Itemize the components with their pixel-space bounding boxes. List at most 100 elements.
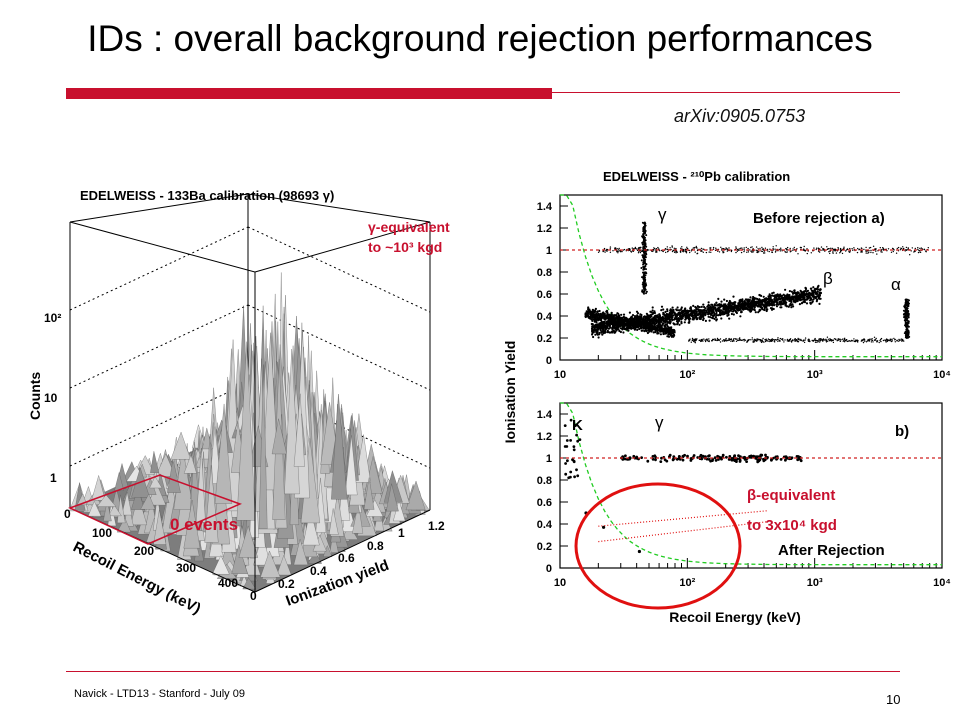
surface-event: [789, 340, 791, 342]
surface-event: [832, 341, 835, 344]
x-tick-label: 10: [554, 577, 566, 589]
surface-event: [800, 338, 802, 341]
beta-event: [800, 292, 803, 295]
y-tick-label: 0.2: [537, 333, 552, 345]
beta-event: [646, 315, 649, 318]
surface-event: [826, 340, 829, 342]
beta-event: [718, 306, 721, 309]
gamma-event: [761, 248, 764, 250]
gamma-event: [784, 458, 787, 462]
y-tick-label: 0: [546, 563, 552, 575]
beta-event: [725, 308, 728, 312]
low-energy-event: [658, 322, 661, 325]
surface-event: [716, 339, 718, 342]
surface-event: [792, 339, 794, 342]
beta-event: [717, 314, 720, 317]
gamma-event: [606, 248, 609, 251]
gamma-line-event: [644, 222, 647, 225]
low-energy-event: [606, 311, 609, 314]
panel-b-label: b): [895, 423, 909, 440]
beta-event: [721, 311, 724, 314]
gamma-event: [803, 248, 805, 250]
surface-event: [819, 341, 821, 343]
low-energy-event: [642, 327, 645, 330]
beta-event: [816, 290, 819, 293]
beta-event: [628, 311, 631, 314]
gamma-event: [785, 248, 788, 250]
gamma-event: [890, 251, 893, 253]
gamma-event: [841, 252, 844, 255]
beta-event: [653, 310, 656, 313]
gamma-event: [865, 246, 867, 249]
k-event: [575, 433, 578, 437]
beta-event: [747, 306, 750, 309]
low-energy-event: [587, 308, 590, 311]
gamma-event: [666, 246, 668, 248]
gamma-line-event: [640, 267, 643, 269]
low-energy-event: [630, 315, 633, 319]
surface-event: [787, 339, 789, 342]
gamma-event: [597, 251, 600, 253]
gamma-event: [861, 247, 863, 250]
beta-event: [670, 316, 674, 319]
surface-event: [759, 340, 761, 342]
gamma-label-a: γ: [658, 205, 667, 224]
gamma-event: [918, 249, 920, 252]
beta-equivalent-line2: to 3x10⁴ kgd: [747, 517, 837, 534]
gamma-event: [911, 247, 913, 249]
low-energy-event: [648, 330, 651, 333]
beta-event: [782, 298, 785, 302]
beta-event: [718, 308, 721, 311]
surface-event: [841, 338, 844, 340]
beta-event: [666, 321, 669, 324]
gamma-event: [848, 251, 850, 253]
beta-event: [783, 296, 786, 299]
beta-event: [792, 299, 796, 302]
beta-event: [749, 304, 752, 307]
low-energy-event: [613, 317, 616, 320]
gamma-line-event: [641, 235, 644, 238]
gamma-event: [710, 251, 712, 253]
beta-event: [703, 305, 706, 309]
gamma-event: [733, 454, 737, 458]
beta-event: [698, 316, 701, 319]
gamma-event: [768, 250, 770, 253]
gamma-event: [891, 247, 894, 250]
beta-event: [723, 298, 726, 301]
low-energy-event: [596, 310, 599, 313]
surface-event: [730, 340, 732, 342]
gamma-event: [738, 248, 740, 250]
gamma-event: [690, 250, 692, 252]
gamma-event: [727, 458, 731, 461]
k-event: [565, 439, 569, 442]
low-energy-event: [591, 319, 594, 322]
beta-event: [600, 326, 604, 329]
beta-label-a: β: [823, 269, 833, 288]
beta-event: [760, 301, 763, 304]
gamma-event: [927, 247, 929, 249]
surface-event: [735, 340, 738, 342]
beta-event: [816, 298, 819, 301]
beta-event: [720, 309, 723, 312]
surface-event: [706, 338, 708, 340]
gamma-event: [642, 247, 644, 249]
beta-event: [677, 317, 680, 320]
beta-event: [684, 307, 687, 310]
beta-event: [818, 302, 821, 305]
beta-event: [775, 305, 779, 308]
beta-event: [758, 293, 761, 297]
surface-event: [765, 338, 767, 340]
low-energy-event: [639, 326, 642, 329]
beta-event: [696, 317, 699, 321]
alpha-event: [904, 312, 907, 314]
alpha-event: [904, 310, 907, 313]
beta-event: [811, 300, 814, 303]
beta-event: [739, 315, 742, 318]
beta-event: [715, 301, 718, 304]
gamma-event: [882, 249, 885, 251]
low-energy-event: [661, 330, 664, 333]
gamma-event: [843, 247, 845, 250]
scatter-x-axis-label: Recoil Energy (keV): [669, 609, 801, 625]
box-edge: [69, 221, 256, 273]
beta-event: [769, 307, 773, 310]
